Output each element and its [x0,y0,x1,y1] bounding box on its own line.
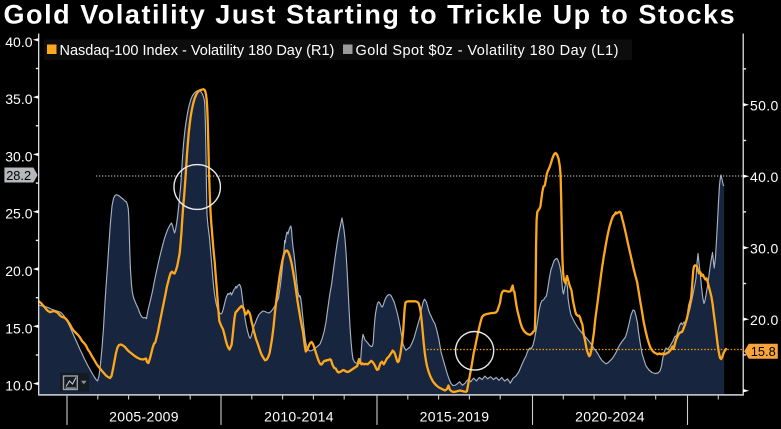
svg-text:30.0: 30.0 [5,148,32,164]
svg-text:2020-2024: 2020-2024 [575,409,645,425]
svg-text:40.0: 40.0 [750,169,779,185]
svg-text:15.8: 15.8 [751,344,776,359]
svg-text:28.2: 28.2 [6,168,31,183]
svg-text:20.0: 20.0 [5,263,32,279]
svg-text:30.0: 30.0 [750,240,779,256]
svg-text:2015-2019: 2015-2019 [420,409,490,425]
svg-text:10.0: 10.0 [5,378,32,394]
svg-text:40.0: 40.0 [5,34,32,50]
svg-text:50.0: 50.0 [750,97,779,113]
svg-text:25.0: 25.0 [5,206,32,222]
svg-text:20.0: 20.0 [750,312,779,328]
svg-text:15.0: 15.0 [5,320,32,336]
svg-text:35.0: 35.0 [5,91,32,107]
svg-text:Gold Spot $0z - Volatility 180: Gold Spot $0z - Volatility 180 Day (L1) [356,43,619,59]
svg-text:2010-2014: 2010-2014 [264,409,334,425]
svg-text:Gold Volatility Just Starting: Gold Volatility Just Starting to Trickle… [4,0,737,30]
svg-text:2005-2009: 2005-2009 [109,409,179,425]
svg-text:Nasdaq-100 Index - Volatility: Nasdaq-100 Index - Volatility 180 Day (R… [60,43,335,59]
